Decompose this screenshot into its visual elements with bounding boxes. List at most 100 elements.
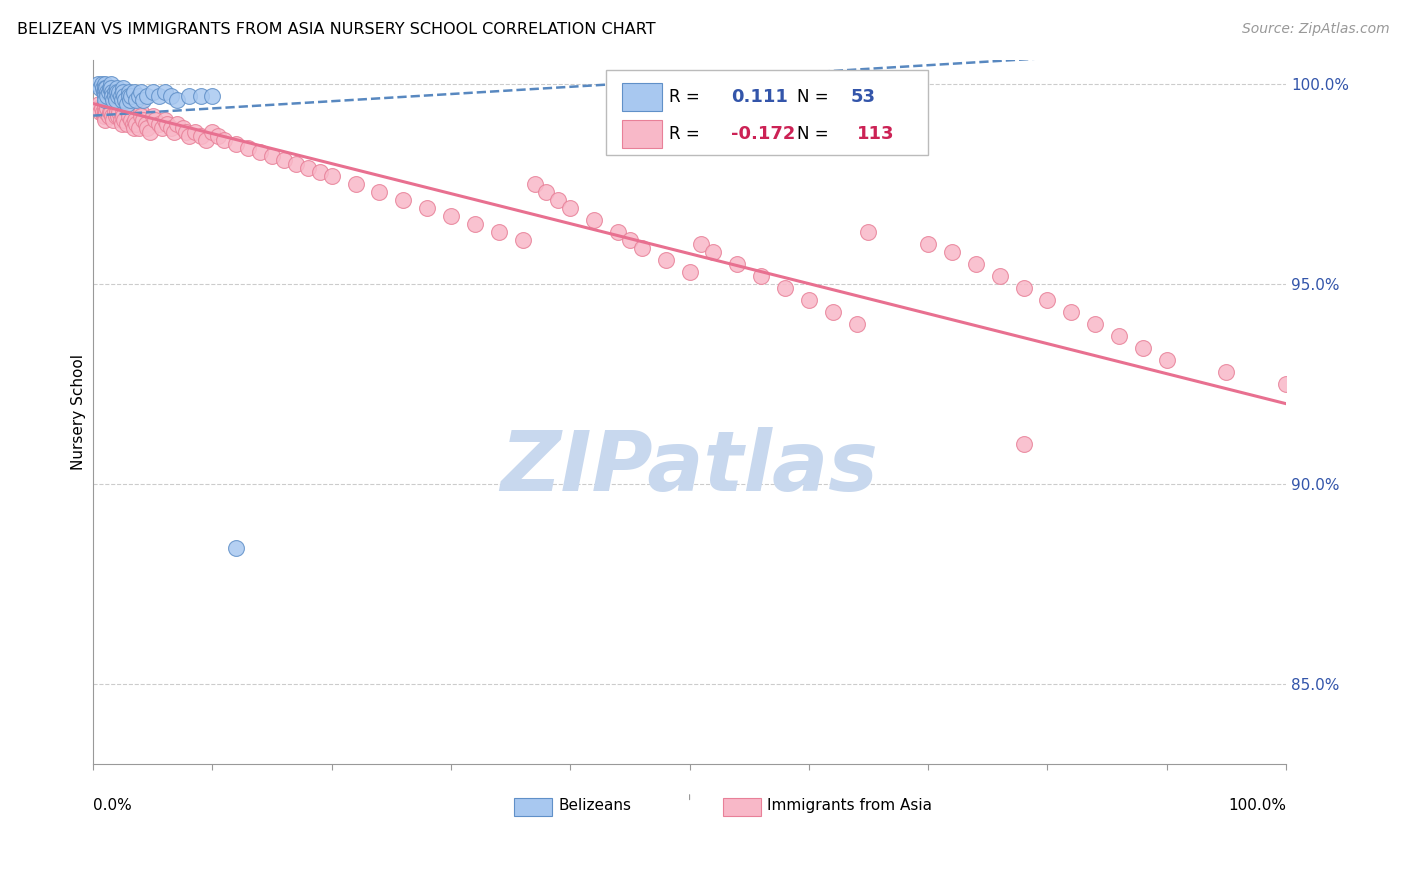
FancyBboxPatch shape <box>515 797 553 816</box>
Point <box>190 128 212 143</box>
Point <box>1215 365 1237 379</box>
Point <box>111 104 134 119</box>
Point <box>1084 317 1107 331</box>
Point <box>111 93 134 107</box>
Point <box>416 201 439 215</box>
Point <box>100 77 122 91</box>
Point <box>118 88 141 103</box>
Point <box>153 112 176 127</box>
Point <box>108 104 131 119</box>
Point <box>111 85 134 99</box>
Point <box>101 109 124 123</box>
Point <box>917 236 939 251</box>
Point <box>107 109 129 123</box>
Text: -0.172: -0.172 <box>731 125 796 143</box>
Point <box>132 93 155 107</box>
Point <box>523 177 546 191</box>
Point <box>108 85 131 99</box>
Point <box>135 88 157 103</box>
Point <box>631 241 654 255</box>
Point <box>89 80 111 95</box>
Point <box>105 80 128 95</box>
Point <box>174 125 197 139</box>
Point <box>678 265 700 279</box>
Point <box>156 117 179 131</box>
Point <box>749 268 772 283</box>
Point <box>110 88 132 103</box>
FancyBboxPatch shape <box>621 120 662 148</box>
Text: Belizeans: Belizeans <box>558 798 631 814</box>
Point <box>120 88 142 103</box>
Point <box>560 201 582 215</box>
Point <box>166 117 188 131</box>
Point <box>172 120 194 135</box>
Point <box>607 225 630 239</box>
Point <box>845 317 868 331</box>
Point <box>94 112 117 127</box>
Point <box>1012 436 1035 450</box>
Point <box>104 85 127 99</box>
FancyBboxPatch shape <box>723 797 761 816</box>
Point <box>112 112 135 127</box>
Point <box>153 85 176 99</box>
Point <box>143 112 166 127</box>
Point <box>90 77 112 91</box>
Point <box>129 85 152 99</box>
Point <box>120 93 142 107</box>
Point <box>89 96 111 111</box>
Point <box>214 133 236 147</box>
Point <box>125 117 148 131</box>
Point <box>536 185 558 199</box>
Point <box>464 217 486 231</box>
Text: 100.0%: 100.0% <box>1227 798 1286 814</box>
Point <box>177 128 200 143</box>
Point <box>284 156 307 170</box>
Point <box>128 88 150 103</box>
Point <box>96 104 118 119</box>
Point <box>1012 280 1035 294</box>
Point <box>94 93 117 107</box>
Point <box>440 209 463 223</box>
Point <box>118 85 141 99</box>
Point <box>91 104 114 119</box>
Point <box>101 88 124 103</box>
Point <box>166 93 188 107</box>
Point <box>111 117 134 131</box>
Point <box>547 193 569 207</box>
Point <box>225 541 247 555</box>
Point <box>91 80 114 95</box>
Point <box>583 212 606 227</box>
Point <box>132 112 155 127</box>
Point <box>773 280 796 294</box>
Point <box>128 120 150 135</box>
Point <box>105 104 128 119</box>
Point <box>94 85 117 99</box>
Point <box>139 125 162 139</box>
Point <box>122 85 145 99</box>
Point <box>150 120 173 135</box>
Point <box>488 225 510 239</box>
Point <box>858 225 880 239</box>
Point <box>201 125 224 139</box>
Point <box>87 101 110 115</box>
Point <box>225 136 247 151</box>
FancyBboxPatch shape <box>621 83 662 111</box>
Point <box>111 80 134 95</box>
Point <box>94 77 117 91</box>
Point <box>135 117 157 131</box>
Point <box>98 80 121 95</box>
Point <box>111 109 134 123</box>
Point <box>94 88 117 103</box>
Text: N =: N = <box>797 125 834 143</box>
Point <box>148 117 170 131</box>
Point <box>125 93 148 107</box>
Point <box>104 109 127 123</box>
Y-axis label: Nursery School: Nursery School <box>72 353 86 470</box>
Point <box>142 109 165 123</box>
Point <box>1108 328 1130 343</box>
Text: 53: 53 <box>851 88 876 106</box>
Text: 0.111: 0.111 <box>731 88 789 106</box>
Point <box>368 185 391 199</box>
Point <box>1156 352 1178 367</box>
Point <box>124 112 146 127</box>
